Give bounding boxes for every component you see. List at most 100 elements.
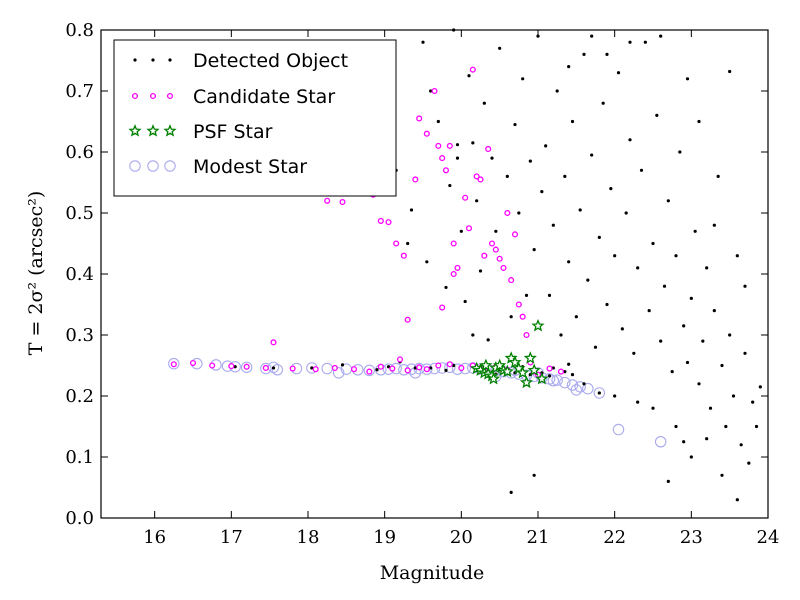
point-detected-object bbox=[735, 498, 739, 502]
legend-symbol-modest-star bbox=[129, 160, 176, 172]
point-detected-object bbox=[486, 338, 490, 342]
point-candidate-star bbox=[523, 331, 530, 339]
point-detected-object bbox=[597, 391, 601, 395]
point-modest-star bbox=[547, 374, 560, 387]
point-detected-object bbox=[406, 241, 410, 246]
point-detected-object bbox=[444, 285, 448, 290]
point-candidate-star bbox=[270, 339, 277, 346]
point-detected-object bbox=[720, 473, 724, 477]
point-detected-object bbox=[735, 254, 739, 258]
point-detected-object bbox=[547, 293, 552, 297]
point-detected-object bbox=[666, 199, 670, 203]
point-psf-star bbox=[519, 375, 534, 389]
point-detected-object bbox=[421, 40, 425, 44]
point-detected-object bbox=[659, 34, 663, 38]
point-detected-object bbox=[271, 366, 276, 370]
point-candidate-star bbox=[423, 366, 430, 373]
point-modest-star bbox=[363, 364, 376, 377]
legend-marker-detected-object bbox=[133, 58, 137, 62]
point-detected-object bbox=[521, 77, 525, 81]
point-detected-object bbox=[728, 333, 732, 337]
point-candidate-star bbox=[377, 363, 384, 370]
point-detected-object bbox=[647, 309, 651, 313]
point-candidate-star bbox=[389, 365, 396, 372]
point-detected-object bbox=[685, 77, 690, 81]
point-candidate-star bbox=[209, 362, 216, 369]
point-detected-object bbox=[682, 324, 686, 328]
point-detected-object bbox=[624, 211, 628, 215]
point-detected-object bbox=[555, 89, 559, 93]
point-detected-object bbox=[662, 284, 667, 288]
point-detected-object bbox=[582, 382, 586, 386]
point-detected-object bbox=[674, 424, 678, 429]
point-candidate-star bbox=[423, 130, 430, 137]
legend-marker-psf-star bbox=[146, 124, 160, 137]
point-detected-object bbox=[655, 113, 659, 117]
point-candidate-star bbox=[458, 364, 465, 371]
point-modest-star bbox=[551, 374, 563, 386]
y-tick-label: 0.5 bbox=[65, 203, 94, 224]
point-candidate-star bbox=[481, 252, 488, 259]
point-candidate-star bbox=[339, 198, 346, 206]
point-detected-object bbox=[705, 266, 709, 270]
y-tick-label: 0.3 bbox=[65, 325, 94, 346]
point-detected-object bbox=[429, 89, 433, 93]
point-detected-object bbox=[375, 368, 379, 372]
point-detected-object bbox=[693, 229, 697, 233]
point-candidate-star bbox=[412, 176, 419, 183]
point-candidate-star bbox=[262, 364, 269, 371]
point-candidate-star bbox=[431, 87, 438, 95]
y-tick-label: 0.8 bbox=[65, 20, 94, 41]
point-detected-object bbox=[743, 284, 747, 288]
point-modest-star bbox=[570, 384, 583, 396]
point-candidate-star bbox=[416, 364, 423, 371]
point-detected-object bbox=[444, 368, 448, 372]
point-candidate-star bbox=[504, 209, 511, 217]
point-detected-object bbox=[651, 406, 655, 410]
axes-layer: 16 17 18 19 20 21 22 23 24 0.0 0.1 0.2 0.3 0.4 0.5 0.6 0… bbox=[65, 20, 779, 548]
y-tick-label: 0.1 bbox=[65, 447, 94, 468]
point-candidate-star bbox=[404, 367, 411, 374]
point-candidate-star bbox=[450, 270, 457, 278]
point-detected-object bbox=[590, 153, 594, 157]
point-candidate-star bbox=[462, 194, 469, 201]
legend-symbol-psf-star bbox=[128, 124, 177, 137]
point-modest-star bbox=[559, 376, 571, 389]
point-detected-object bbox=[559, 333, 563, 337]
point-detected-object bbox=[448, 183, 452, 188]
point-modest-star bbox=[332, 367, 345, 379]
point-detected-object bbox=[563, 174, 567, 178]
point-candidate-star bbox=[500, 264, 507, 271]
point-detected-object bbox=[620, 327, 624, 331]
point-candidate-star bbox=[385, 219, 392, 226]
point-detected-object bbox=[616, 71, 621, 75]
point-candidate-star bbox=[450, 240, 457, 247]
point-detected-object bbox=[731, 394, 736, 398]
legend-symbol-candidate-star bbox=[131, 92, 174, 100]
y-tick-label: 0.2 bbox=[65, 386, 94, 407]
legend-label-psf-star: PSF Star bbox=[193, 121, 273, 143]
point-candidate-star bbox=[488, 240, 496, 247]
legend-marker-candidate-star bbox=[131, 92, 139, 100]
point-detected-object bbox=[682, 440, 686, 444]
point-detected-object bbox=[724, 424, 728, 429]
point-detected-object bbox=[513, 122, 517, 127]
point-detected-object bbox=[532, 473, 536, 477]
point-psf-star bbox=[516, 365, 530, 379]
point-detected-object bbox=[643, 40, 647, 44]
point-detected-object bbox=[463, 299, 467, 304]
point-detected-object bbox=[639, 168, 644, 172]
legend-marker-modest-star bbox=[129, 160, 141, 172]
point-detected-object bbox=[590, 34, 594, 38]
point-detected-object bbox=[636, 266, 640, 270]
legend-label-modest-star: Modest Star bbox=[193, 156, 307, 178]
point-detected-object bbox=[674, 254, 678, 258]
y-tick-label: 0.4 bbox=[65, 264, 94, 285]
point-detected-object bbox=[605, 52, 609, 57]
point-detected-object bbox=[567, 65, 571, 69]
point-detected-object bbox=[697, 119, 701, 124]
point-detected-object bbox=[574, 315, 578, 319]
point-candidate-star bbox=[289, 365, 296, 372]
point-detected-object bbox=[567, 362, 571, 366]
